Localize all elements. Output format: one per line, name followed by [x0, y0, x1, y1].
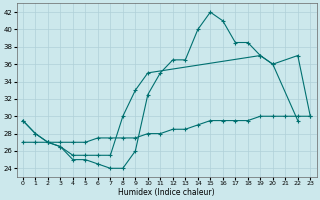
- X-axis label: Humidex (Indice chaleur): Humidex (Indice chaleur): [118, 188, 215, 197]
